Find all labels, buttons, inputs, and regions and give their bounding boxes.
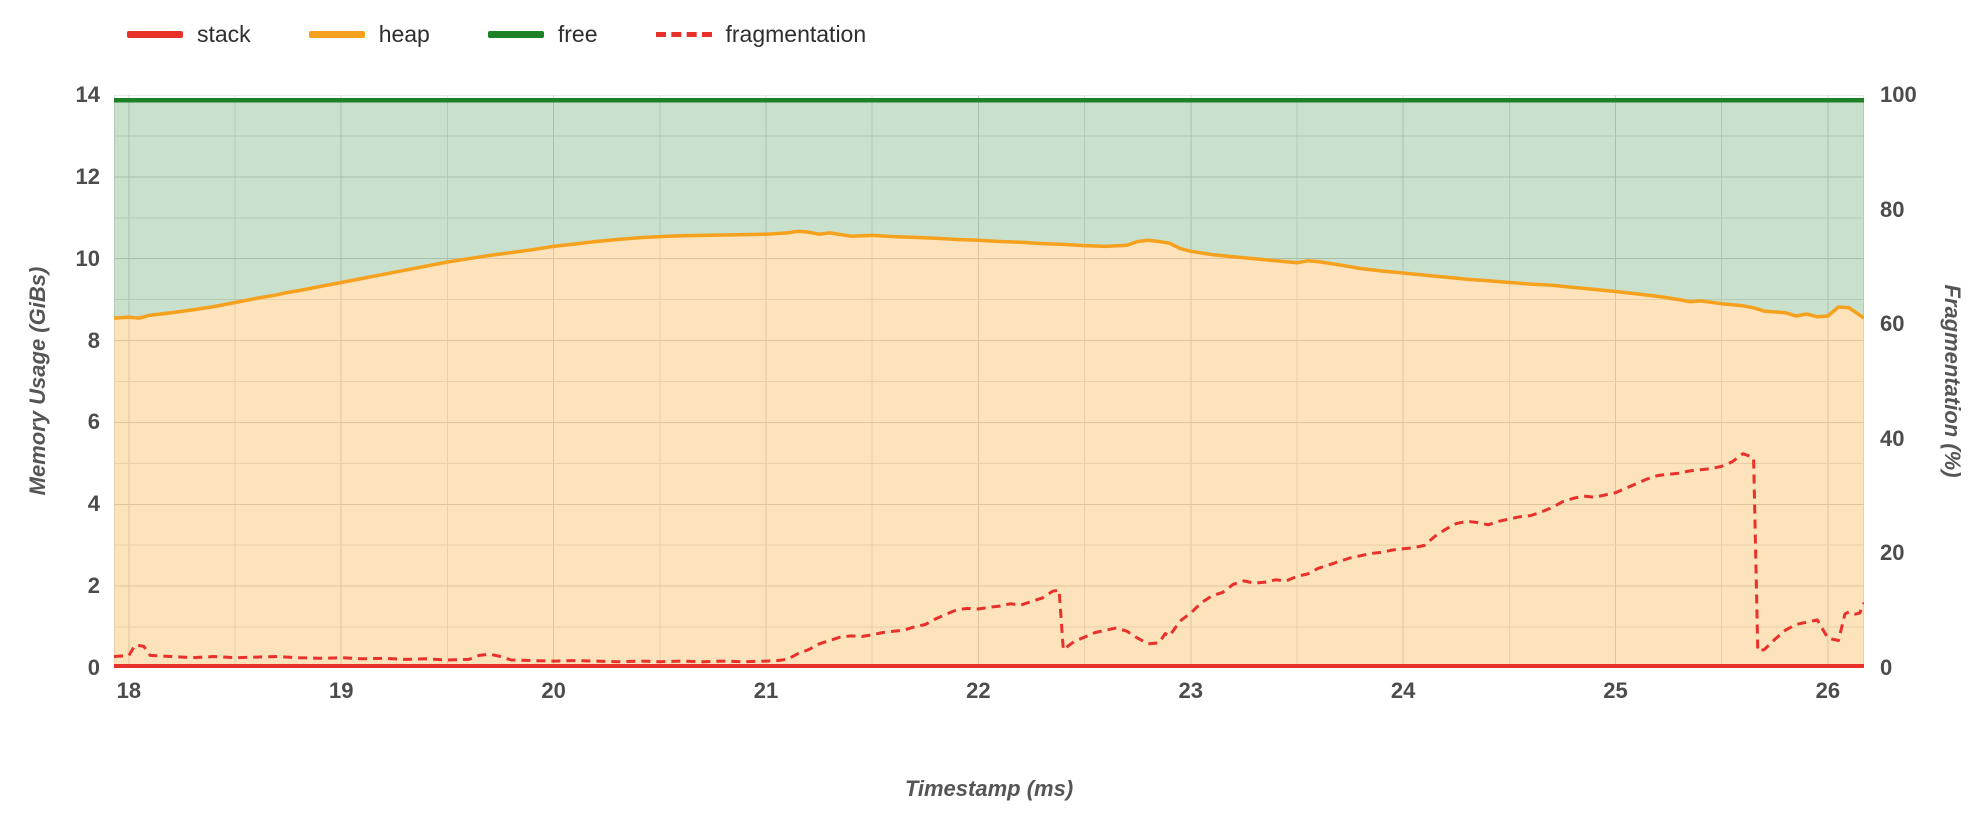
- legend-label-heap: heap: [378, 21, 430, 47]
- x-tick-label: 20: [541, 678, 566, 703]
- legend-label-fragmentation: fragmentation: [725, 21, 867, 47]
- legend-item-free[interactable]: free: [487, 18, 598, 50]
- x-tick-label: 18: [116, 678, 142, 703]
- y-right-tick-label: 0: [1880, 655, 1893, 680]
- y-right-tick-label: 100: [1880, 82, 1917, 107]
- heap-line-swatch-icon: [308, 30, 365, 38]
- y-left-tick-label: 12: [75, 163, 100, 189]
- y-right-tick-label: 80: [1880, 196, 1905, 222]
- y-left-tick-label: 4: [87, 491, 100, 517]
- y-axis-title-left: Memory Usage (GiBs): [25, 266, 50, 496]
- x-tick-label: 19: [328, 678, 354, 703]
- x-tick-label: 26: [1815, 678, 1841, 703]
- legend-label-free: free: [557, 21, 598, 47]
- x-tick-label: 21: [753, 678, 779, 703]
- legend-item-fragmentation[interactable]: fragmentation: [655, 18, 867, 50]
- y-right-tick-label: 60: [1880, 311, 1905, 337]
- y-left-tick-label: 6: [87, 409, 100, 435]
- x-tick-label: 24: [1390, 678, 1416, 703]
- y-axis-title-right: Fragmentation (%): [1940, 284, 1965, 478]
- fragmentation-line-swatch-icon: [655, 31, 712, 37]
- x-tick-label: 23: [1178, 678, 1203, 703]
- legend-item-heap[interactable]: heap: [308, 18, 430, 50]
- free-line-swatch-icon: [487, 30, 544, 38]
- plot-area: [113, 94, 1866, 669]
- y-left-tick-label: 2: [87, 573, 100, 599]
- y-left-tick-label: 8: [87, 327, 100, 353]
- x-tick-label: 22: [966, 678, 991, 703]
- y-right-tick-label: 20: [1880, 540, 1905, 566]
- legend-label-stack: stack: [197, 21, 251, 47]
- plot-svg: [113, 94, 1866, 669]
- legend-item-stack[interactable]: stack: [127, 18, 251, 50]
- y-left-tick-label: 10: [75, 245, 100, 271]
- x-tick-label: 25: [1603, 678, 1628, 703]
- y-right-tick-label: 40: [1880, 425, 1905, 451]
- y-left-tick-label: 14: [75, 82, 100, 107]
- chart-legend: stack heap free fragmentation: [127, 18, 866, 50]
- stack-line-swatch-icon: [127, 30, 183, 38]
- x-axis-title: Timestamp (ms): [904, 776, 1074, 801]
- y-left-tick-label: 0: [87, 655, 100, 680]
